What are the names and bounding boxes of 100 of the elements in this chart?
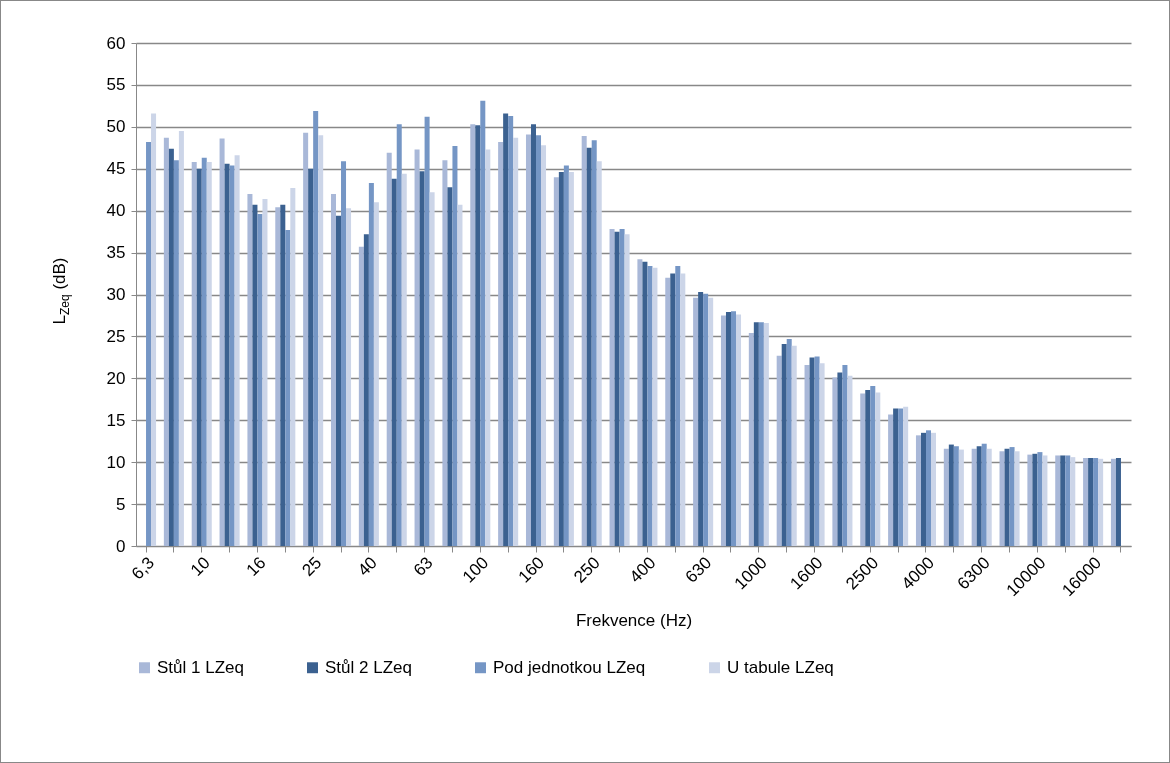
bar [429, 192, 435, 546]
bar [247, 193, 253, 546]
bar [730, 311, 737, 546]
bar [1037, 452, 1043, 546]
bar [563, 165, 569, 546]
bar [206, 162, 212, 546]
y-tick-label: 60 [106, 33, 126, 53]
bar [814, 356, 820, 546]
bar [786, 338, 792, 546]
bar [748, 333, 754, 546]
bar [201, 157, 207, 546]
bar [903, 406, 909, 546]
bar [776, 355, 782, 546]
bar [609, 229, 615, 546]
bar [720, 315, 726, 546]
y-tick-label: 35 [106, 243, 126, 263]
bar [168, 148, 174, 546]
bar [1004, 448, 1010, 546]
bar [698, 291, 704, 546]
y-tick-label: 15 [106, 410, 126, 430]
bar [791, 345, 797, 546]
x-tick-label: 63 [409, 553, 437, 580]
bar [842, 364, 848, 546]
x-tick-label: 6,3 [127, 553, 159, 584]
y-tick-label: 50 [106, 117, 126, 137]
y-tick-label: 40 [106, 201, 126, 221]
bar [229, 165, 235, 546]
bar [275, 207, 281, 546]
bar [503, 113, 509, 546]
bar [262, 198, 268, 546]
bar [865, 390, 871, 546]
bar [915, 435, 921, 546]
bar [637, 259, 643, 546]
bar [219, 138, 225, 546]
bar [675, 266, 681, 546]
bar [1083, 457, 1089, 546]
bar [470, 124, 476, 546]
bar [976, 446, 982, 546]
bar [1027, 454, 1033, 546]
bar [847, 375, 853, 546]
bar [401, 173, 407, 546]
bar [1088, 457, 1094, 546]
bar [708, 297, 714, 546]
bar [1065, 455, 1071, 546]
bar [363, 234, 369, 546]
x-tick-label: 16 [242, 553, 270, 580]
x-tick-label: 40 [354, 553, 381, 580]
bar [925, 430, 931, 546]
bar [680, 273, 686, 546]
bar [1070, 457, 1076, 546]
bar [457, 204, 463, 546]
bar [725, 312, 731, 546]
x-tick-label: 250 [570, 553, 604, 587]
bar [614, 231, 620, 546]
bar [624, 234, 630, 546]
bar [804, 364, 810, 546]
bar [196, 168, 202, 546]
bar [596, 161, 602, 546]
bar [341, 161, 347, 546]
legend-label: Stůl 2 LZeq [325, 657, 412, 677]
x-axis-title: Frekvence (Hz) [575, 611, 693, 631]
bar [870, 385, 876, 546]
bar [485, 149, 491, 546]
bar [419, 171, 425, 546]
bar [1042, 455, 1048, 546]
bar [860, 393, 866, 546]
bar [758, 322, 764, 546]
bar [832, 377, 838, 546]
bar [498, 141, 504, 546]
bar [146, 141, 152, 546]
bar [703, 293, 709, 546]
x-tick-label: 25 [298, 553, 326, 580]
bar [971, 448, 977, 546]
bar [568, 172, 574, 546]
bar [591, 140, 597, 546]
bar [1115, 457, 1121, 546]
bar [224, 163, 230, 546]
bar [234, 155, 240, 546]
bar [191, 162, 197, 546]
legend-label: Stůl 1 LZeq [157, 657, 244, 677]
bar [330, 193, 336, 546]
bar [920, 432, 926, 546]
bar [986, 448, 992, 546]
bar [318, 135, 324, 546]
bar [1060, 455, 1066, 546]
bar [999, 451, 1005, 546]
bar [1009, 447, 1015, 546]
y-tick-label: 0 [116, 536, 126, 556]
bar [1098, 458, 1104, 546]
bar [1032, 453, 1038, 546]
y-tick-label: 25 [106, 326, 126, 346]
bar [819, 363, 825, 546]
bar [647, 266, 653, 546]
x-tick-label: 160 [514, 553, 549, 587]
bar [958, 449, 964, 546]
bar [285, 229, 291, 546]
bar [619, 229, 625, 546]
bar [280, 204, 286, 546]
bar [303, 132, 309, 546]
bar [257, 214, 263, 546]
